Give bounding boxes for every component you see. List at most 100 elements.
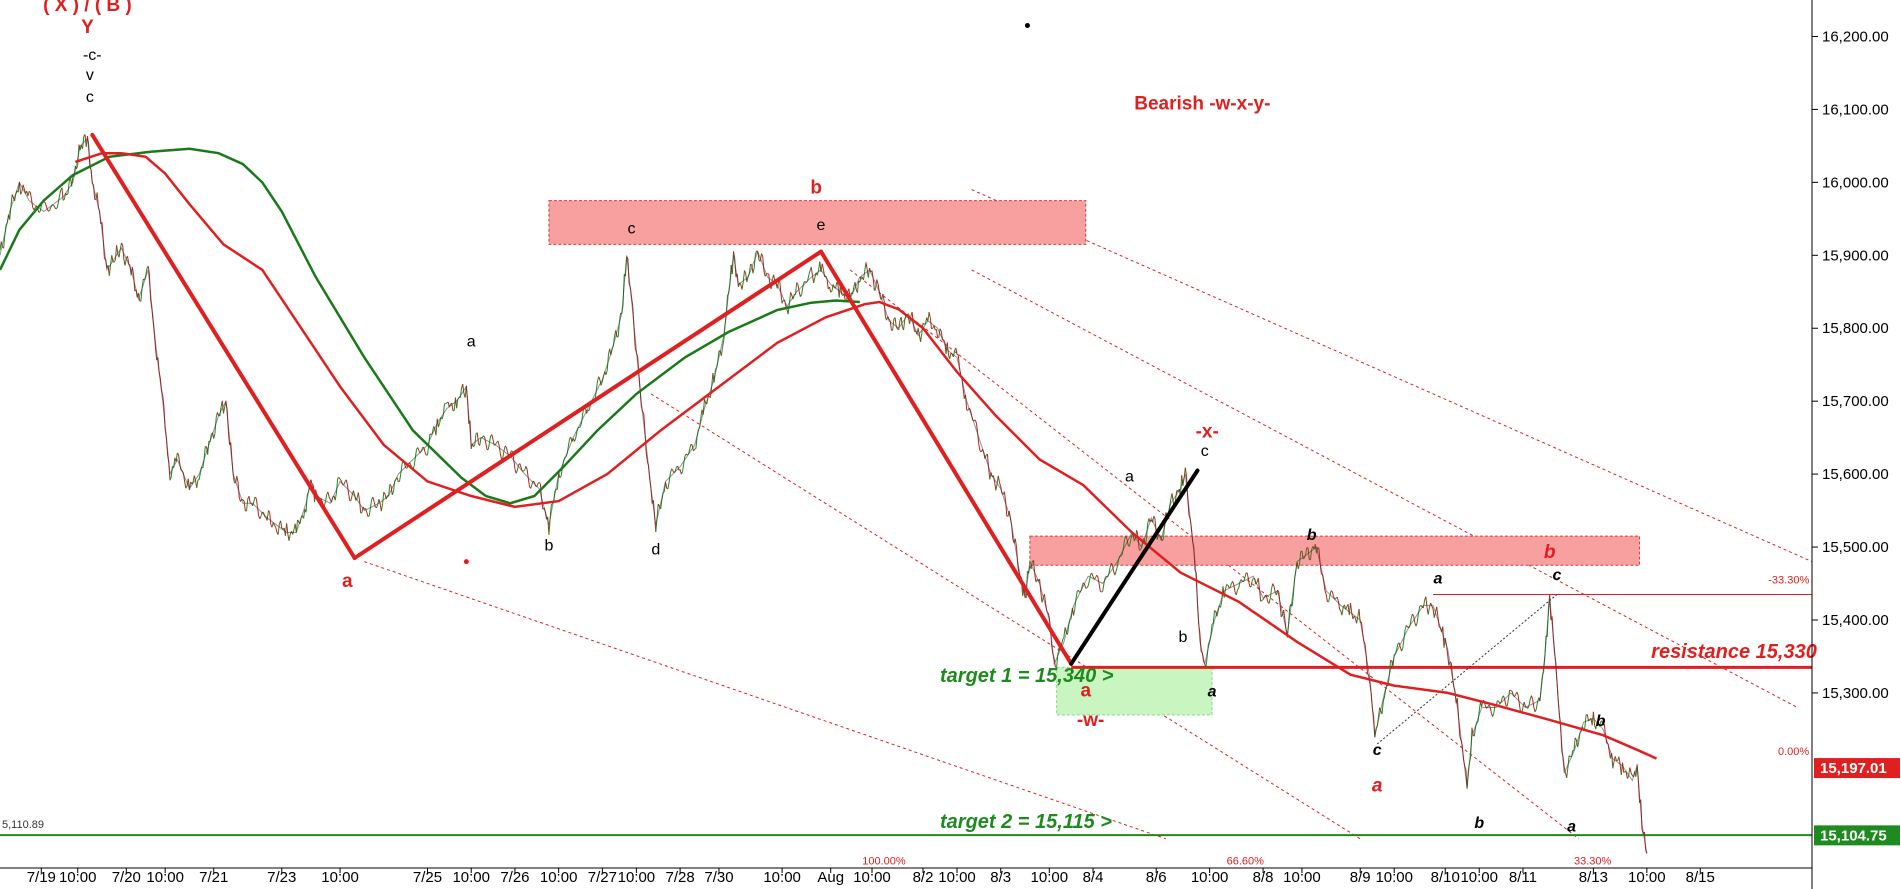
wave-label-4: c	[86, 89, 94, 106]
x-tick-label: Aug	[817, 869, 844, 886]
price-bar	[752, 267, 755, 274]
price-bar	[1305, 547, 1308, 555]
price-bar	[267, 510, 271, 513]
x-tick-label: 8/11	[1509, 869, 1537, 886]
price-bar	[859, 276, 862, 283]
x-tick-label: 10:00	[763, 869, 801, 886]
price-bar	[1184, 467, 1188, 477]
price-bar	[1153, 515, 1156, 519]
price-bar	[922, 322, 925, 325]
price-bar	[49, 206, 52, 211]
price-bar	[1269, 588, 1273, 598]
price-bar	[1473, 726, 1477, 737]
price-bar	[595, 380, 599, 391]
price-bar	[1420, 605, 1423, 608]
price-bar	[391, 491, 394, 496]
wave-label-21: a	[1433, 571, 1442, 588]
fib-label-0: -33.30%	[1768, 575, 1809, 587]
x-tick-label: 10:00	[938, 869, 976, 886]
price-bar	[656, 504, 659, 518]
price-bar	[741, 281, 744, 290]
price-bar	[660, 499, 663, 509]
x-tick-label: 10:00	[853, 869, 891, 886]
price-bar	[875, 279, 878, 288]
price-bar	[573, 438, 577, 442]
price-bar	[1073, 608, 1076, 616]
price-bar	[242, 499, 245, 502]
price-bar	[798, 291, 801, 297]
price-bar	[946, 342, 950, 356]
price-bar	[1328, 595, 1331, 602]
price-bar	[479, 437, 482, 446]
y-tick-label: 16,100.00	[1822, 101, 1889, 118]
price-bar	[1126, 539, 1129, 546]
price-bar	[567, 438, 571, 447]
price-bar	[328, 496, 331, 500]
x-tick-label: 8/4	[1083, 869, 1104, 886]
price-bar	[1161, 538, 1164, 542]
price-bar	[1595, 722, 1598, 730]
price-bar	[1240, 579, 1243, 582]
price-bar	[429, 433, 432, 435]
price-bar	[856, 280, 860, 293]
price-bar	[495, 442, 498, 445]
x-tick-label: 8/13	[1579, 869, 1608, 886]
price-bar	[894, 317, 897, 327]
price-bar	[1404, 625, 1407, 630]
price-bar	[1489, 706, 1492, 714]
price-bar	[275, 527, 278, 533]
price-bar	[605, 370, 608, 376]
price-bar	[519, 463, 522, 468]
price-bar	[750, 263, 753, 266]
price-bar	[368, 508, 371, 516]
price-bar	[271, 522, 274, 528]
wave-line-1	[352, 249, 823, 560]
price-bar	[541, 499, 544, 510]
price-bar	[1211, 623, 1214, 625]
price-bar	[523, 469, 525, 472]
price-bar	[38, 211, 41, 213]
price-bar	[1330, 590, 1333, 592]
wave-label-13: -x-	[1196, 422, 1219, 443]
price-bar	[949, 352, 952, 359]
price-bar	[254, 496, 257, 499]
price-bar	[462, 384, 465, 394]
price-bar	[667, 481, 670, 489]
price-bar	[145, 268, 148, 276]
price-bar	[560, 468, 563, 477]
price-bar	[350, 494, 353, 501]
wave-line-3	[1069, 468, 1200, 666]
channel-line-3	[971, 189, 1813, 563]
price-bar	[369, 499, 373, 509]
price-bar	[334, 493, 337, 501]
y-axis: 15,300.00 15,400.00 15,500.00 15,600.00 15,7…	[1811, 0, 1900, 889]
price-bar	[1136, 530, 1139, 537]
price-bar	[1497, 700, 1499, 702]
price-bar	[1625, 771, 1628, 779]
price-bar	[600, 380, 603, 386]
marker-dot-1	[463, 559, 469, 565]
price-bar	[559, 476, 562, 479]
price-bar	[1377, 707, 1381, 718]
price-bar	[988, 467, 991, 480]
price-bar	[1291, 594, 1294, 607]
left-level-label: 5,110.89	[2, 819, 44, 831]
price-bar	[826, 279, 829, 289]
price-bar	[1043, 594, 1047, 604]
wave-label-10: e	[817, 217, 826, 234]
price-bar	[382, 492, 385, 504]
price-bar	[720, 346, 724, 357]
price-bar	[280, 520, 283, 529]
wave-label-15: a	[1125, 468, 1134, 485]
price-bar	[503, 445, 506, 451]
x-tick-label: 8/6	[1146, 869, 1167, 886]
price-bar	[1062, 637, 1065, 640]
price-bar	[28, 191, 31, 193]
price-bar	[213, 433, 216, 439]
price-bar	[903, 319, 906, 331]
price-bar	[399, 473, 402, 482]
price-bar	[790, 292, 793, 296]
wave-label-26: b	[1474, 815, 1484, 832]
price-bar	[1337, 600, 1341, 610]
price-bar	[1237, 587, 1240, 591]
